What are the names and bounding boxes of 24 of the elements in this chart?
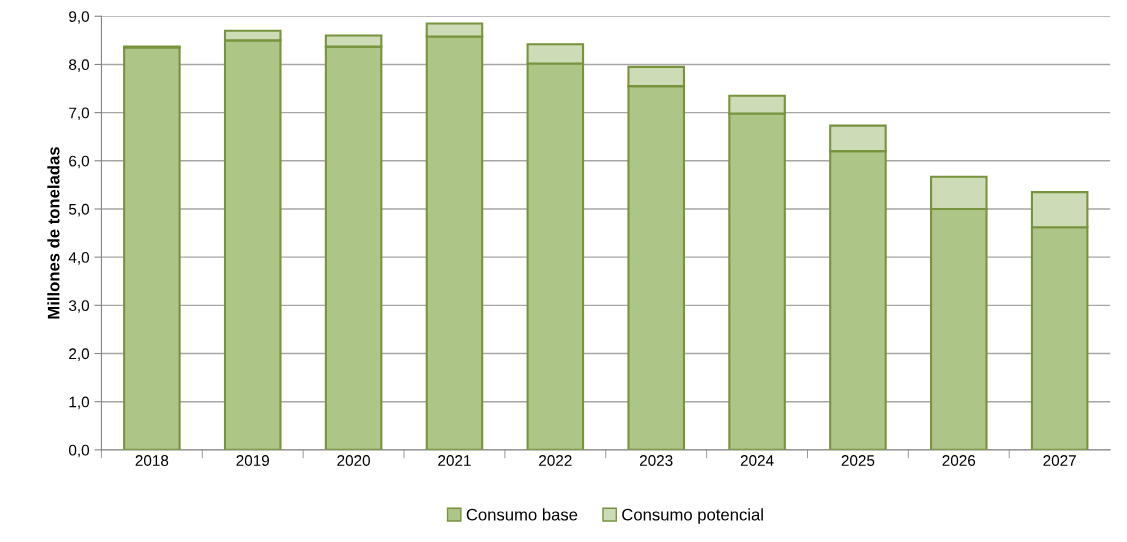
y-tick-label: 2,0: [69, 348, 90, 361]
x-tick-label: 2019: [236, 455, 269, 466]
y-tick-label: 4,0: [68, 252, 90, 265]
legend-label: Consumo base: [466, 508, 578, 521]
x-tick-label: 2026: [942, 455, 976, 466]
y-tick-label: 3,0: [68, 300, 90, 313]
y-tick-label: 1,0: [69, 396, 90, 410]
bar: [123, 46, 181, 450]
y-tick-label: 7,0: [69, 107, 90, 121]
x-tick-label: 2018: [135, 455, 169, 466]
x-tick-label: 2024: [740, 455, 774, 466]
legend-label: Consumo potencial: [622, 508, 763, 524]
x-tick-label: 2027: [1043, 455, 1076, 466]
x-tick-label: 2020: [337, 455, 370, 466]
y-tick-label: 0,0: [68, 444, 90, 458]
x-tick-label: 2023: [639, 455, 673, 466]
y-tick-label: 6,0: [69, 155, 90, 169]
x-tick-label: 2021: [438, 455, 471, 466]
x-tick-label: 2025: [841, 455, 875, 466]
x-tick-label: 2022: [539, 455, 572, 466]
y-tick-label: 5,0: [69, 203, 90, 217]
y-tick-label: 9,0: [69, 11, 90, 24]
y-axis-title: Millones de toneladas: [47, 147, 60, 319]
y-tick-label: 8,0: [69, 59, 90, 72]
